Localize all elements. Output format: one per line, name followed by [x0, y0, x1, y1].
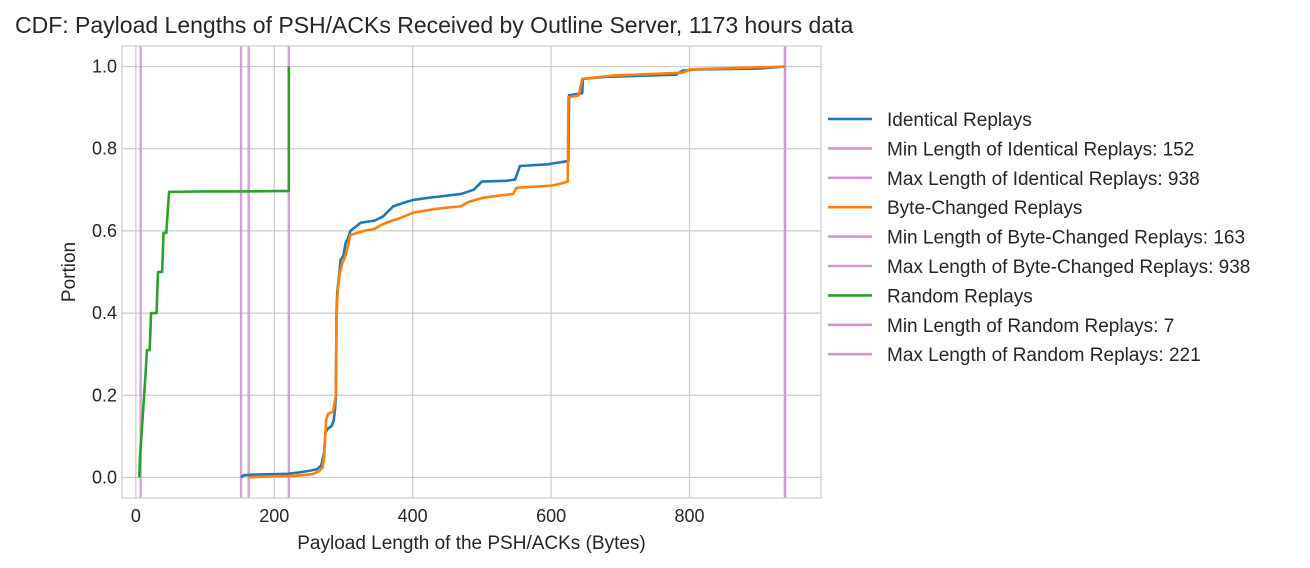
chart-title: CDF: Payload Lengths of PSH/ACKs Receive…: [15, 12, 853, 38]
x-tick-label: 400: [398, 506, 428, 526]
tick-labels: 0 200 400 600 800 0.0 0.2 0.4 0.6 0.8 1.0: [92, 57, 705, 526]
y-tick-label: 0.4: [92, 303, 117, 323]
legend: Identical Replays Min Length of Identical…: [828, 110, 1250, 366]
grid-lines: [122, 46, 821, 498]
y-tick-label: 0.6: [92, 221, 117, 241]
plot-background: [122, 46, 821, 498]
x-axis-label: Payload Length of the PSH/ACKs (Bytes): [297, 533, 646, 554]
y-tick-label: 0.0: [92, 467, 117, 487]
y-tick-label: 1.0: [92, 57, 117, 77]
series-line-3: [248, 65, 786, 479]
y-tick-label: 0.2: [92, 385, 117, 405]
plot-frame: [121, 45, 822, 499]
legend-entry: Random Replays: [887, 286, 1033, 307]
x-tick-label: 800: [674, 506, 704, 526]
series-line-6: [138, 66, 291, 478]
legend-entry: Max Length of Byte-Changed Replays: 938: [887, 257, 1250, 278]
y-tick-label: 0.8: [92, 139, 117, 159]
legend-entry: Max Length of Identical Replays: 938: [887, 169, 1200, 190]
legend-entry: Max Length of Random Replays: 221: [887, 345, 1201, 366]
y-axis-label: Portion: [59, 242, 80, 302]
x-tick-label: 600: [536, 506, 566, 526]
x-tick-label: 200: [259, 506, 289, 526]
legend-entry: Identical Replays: [887, 110, 1032, 131]
x-tick-label: 0: [131, 506, 141, 526]
legend-entry: Byte-Changed Replays: [887, 198, 1082, 219]
legend-entry: Min Length of Identical Replays: 152: [887, 139, 1194, 160]
legend-entry: Min Length of Byte-Changed Replays: 163: [887, 228, 1245, 249]
legend-entry: Min Length of Random Replays: 7: [887, 316, 1174, 337]
series-layer: [138, 46, 787, 498]
